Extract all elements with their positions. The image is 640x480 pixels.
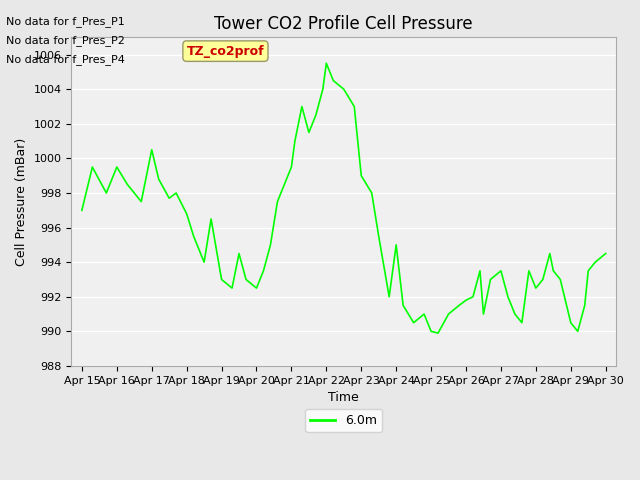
X-axis label: Time: Time xyxy=(328,391,359,404)
Y-axis label: Cell Pressure (mBar): Cell Pressure (mBar) xyxy=(15,137,28,266)
Text: No data for f_Pres_P2: No data for f_Pres_P2 xyxy=(6,35,125,46)
Text: TZ_co2prof: TZ_co2prof xyxy=(187,45,264,58)
Text: No data for f_Pres_P4: No data for f_Pres_P4 xyxy=(6,54,125,65)
Text: No data for f_Pres_P1: No data for f_Pres_P1 xyxy=(6,16,125,27)
Title: Tower CO2 Profile Cell Pressure: Tower CO2 Profile Cell Pressure xyxy=(214,15,473,33)
Legend: 6.0m: 6.0m xyxy=(305,409,382,432)
